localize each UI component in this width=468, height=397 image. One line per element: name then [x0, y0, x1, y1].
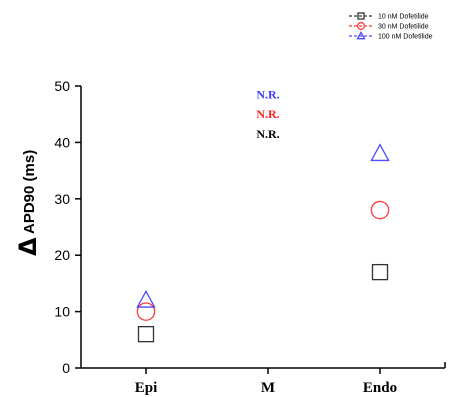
y-tick-label: 0 [62, 360, 70, 376]
y-tick-label: 30 [54, 191, 70, 207]
y-tick-label: 40 [54, 134, 70, 150]
square-marker [137, 326, 155, 343]
y-axis-label: Δ APD90 (ms) [14, 150, 42, 256]
y-tick-label: 10 [54, 304, 70, 320]
circle-marker [136, 302, 156, 321]
triangle-marker [356, 31, 366, 40]
y-axis-label-text: APD90 (ms) [21, 150, 38, 234]
x-tick-label: M [261, 380, 275, 396]
legend-label: 10 nM Dofetilide [378, 14, 429, 21]
y-tick-label: 50 [54, 78, 70, 94]
square-marker [371, 263, 389, 281]
y-tick-label: 20 [54, 247, 70, 263]
annotations: N.R. N.R. N.R. [256, 87, 279, 140]
triangle-marker [136, 289, 156, 308]
legend: 10 nM Dofetilide 30 nM Dofetilide 100 nM D… [349, 12, 433, 41]
y-ticks: 0 10 20 30 40 50 [54, 78, 81, 376]
triangle-marker [370, 143, 390, 162]
circle-marker [356, 21, 366, 31]
x-tick-label: Endo [363, 380, 397, 396]
x-categories: Epi M Endo [135, 368, 397, 396]
nr-annotation: N.R. [256, 107, 279, 121]
data-points [136, 143, 390, 343]
nr-annotation: N.R. [256, 127, 279, 141]
legend-label: 30 nM Dofetilide [378, 24, 429, 31]
circle-marker [370, 200, 390, 220]
square-marker [357, 12, 365, 20]
y-axis-delta-symbol: Δ [14, 237, 42, 256]
x-tick-label: Epi [135, 380, 158, 396]
legend-label: 100 nM Dofetilide [378, 34, 433, 41]
nr-annotation: N.R. [256, 87, 279, 101]
